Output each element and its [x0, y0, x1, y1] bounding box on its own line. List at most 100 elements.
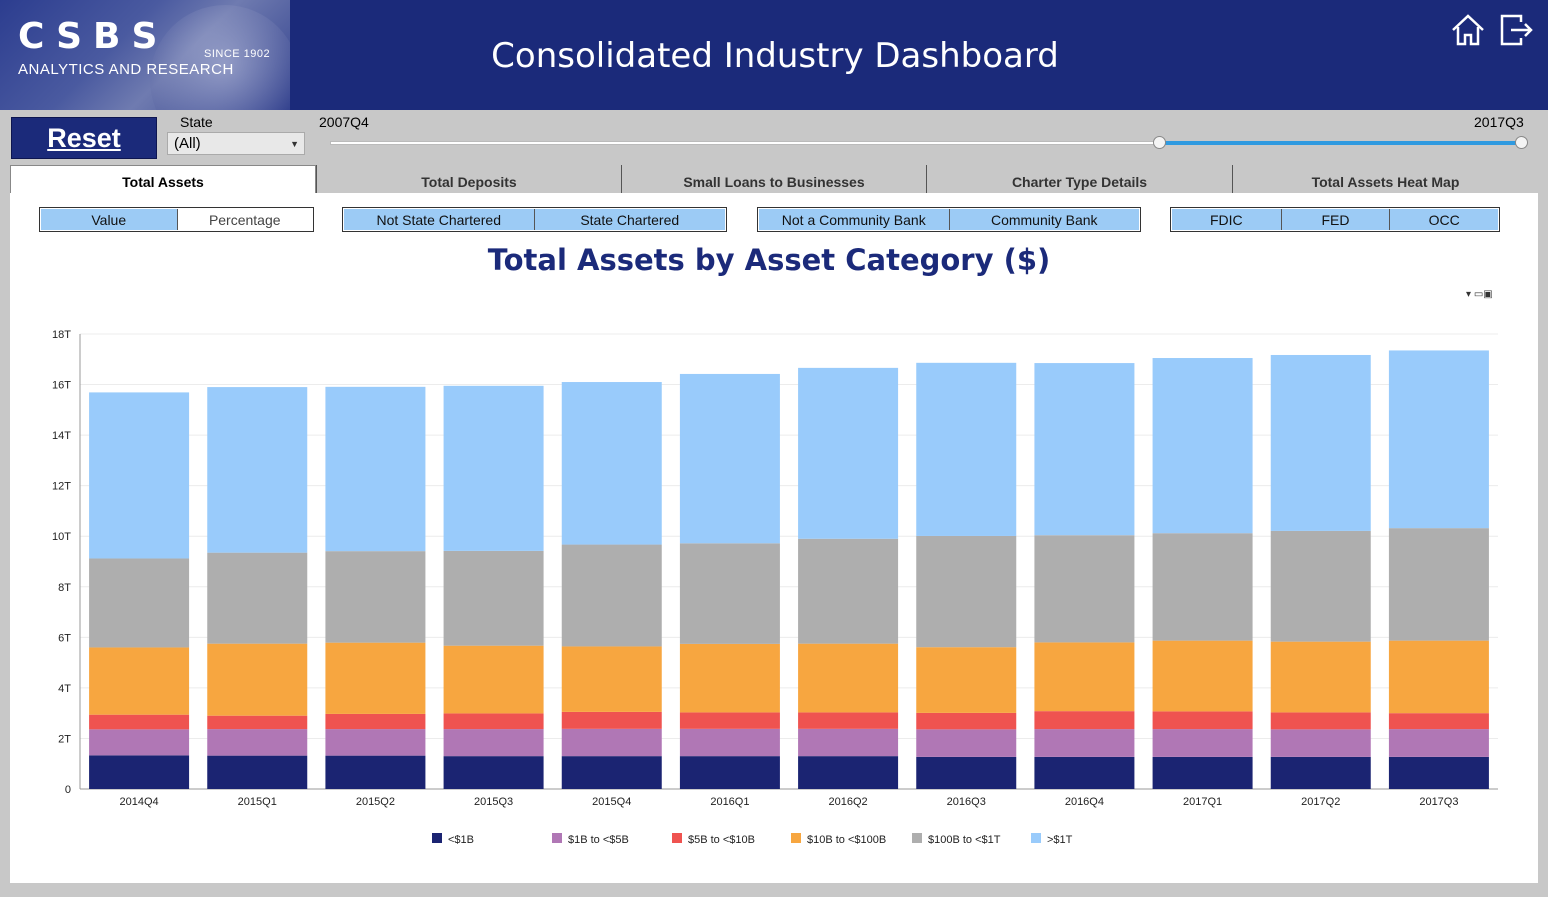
bar-segment[interactable] [443, 713, 544, 730]
percentage-button[interactable]: Percentage [177, 209, 312, 230]
tab-total-assets[interactable]: Total Assets [10, 165, 316, 193]
occ-button[interactable]: OCC [1390, 209, 1499, 230]
bar-segment[interactable] [561, 728, 662, 757]
logo: CSBS SINCE 1902 ANALYTICS AND RESEARCH [0, 0, 290, 110]
bar-segment[interactable] [916, 756, 1017, 789]
bar-segment[interactable] [561, 646, 662, 712]
exit-icon[interactable] [1499, 12, 1535, 48]
community-bank-button[interactable]: Community Bank [949, 209, 1139, 230]
bar-segment[interactable] [325, 642, 426, 714]
bar-segment[interactable] [89, 392, 190, 559]
bar-segment[interactable] [1270, 641, 1371, 713]
bar-segment[interactable] [89, 755, 190, 789]
bar-segment[interactable] [89, 729, 190, 756]
bar-segment[interactable] [443, 550, 544, 646]
bar-segment[interactable] [207, 715, 308, 730]
bar-segment[interactable] [916, 712, 1017, 730]
bar-segment[interactable] [207, 387, 308, 553]
bar-segment[interactable] [561, 544, 662, 647]
value-button[interactable]: Value [41, 209, 178, 230]
app-title: Consolidated Industry Dashboard [491, 36, 1059, 76]
bar-segment[interactable] [443, 645, 544, 714]
bar-segment[interactable] [1270, 729, 1371, 757]
tab-charter-type[interactable]: Charter Type Details [926, 165, 1232, 193]
fdic-button[interactable]: FDIC [1172, 209, 1282, 230]
bar-segment[interactable] [325, 729, 426, 756]
bar-segment[interactable] [798, 643, 899, 713]
state-chartered-button[interactable]: State Chartered [534, 209, 725, 230]
not-state-chartered-button[interactable]: Not State Chartered [344, 209, 535, 230]
bar-segment[interactable] [679, 712, 780, 729]
bar-segment[interactable] [1388, 640, 1489, 714]
bar-segment[interactable] [1034, 756, 1135, 789]
bar-segment[interactable] [798, 756, 899, 789]
bar-segment[interactable] [561, 756, 662, 789]
x-tick-label: 2016Q1 [710, 796, 749, 808]
fed-button[interactable]: FED [1281, 209, 1391, 230]
bar-segment[interactable] [325, 713, 426, 730]
bar-segment[interactable] [679, 756, 780, 789]
bar-segment[interactable] [89, 647, 190, 715]
bar-segment[interactable] [1152, 756, 1253, 789]
bar-segment[interactable] [1034, 535, 1135, 643]
bar-segment[interactable] [916, 647, 1017, 713]
bar-segment[interactable] [207, 755, 308, 789]
tab-small-loans[interactable]: Small Loans to Businesses [621, 165, 926, 193]
bar-segment[interactable] [798, 367, 899, 539]
bar-segment[interactable] [89, 714, 190, 730]
chart-menu[interactable]: ▾ ▭▣ [1466, 289, 1493, 300]
bar-segment[interactable] [561, 382, 662, 545]
bar-segment[interactable] [1270, 354, 1371, 531]
bar-segment[interactable] [679, 543, 780, 644]
slider-handle-end[interactable] [1515, 136, 1528, 149]
bar-segment[interactable] [1152, 358, 1253, 534]
restore-icon[interactable]: ▣ [1483, 289, 1493, 300]
bar-segment[interactable] [1152, 533, 1253, 641]
home-icon[interactable] [1450, 12, 1486, 48]
bar-segment[interactable] [325, 386, 426, 552]
bar-segment[interactable] [679, 728, 780, 757]
bar-segment[interactable] [443, 385, 544, 551]
bar-segment[interactable] [1034, 642, 1135, 712]
bar-segment[interactable] [1152, 729, 1253, 757]
bar-segment[interactable] [207, 643, 308, 716]
bar-segment[interactable] [561, 711, 662, 729]
bar-segment[interactable] [798, 712, 899, 729]
bar-segment[interactable] [798, 538, 899, 644]
bar-segment[interactable] [1152, 640, 1253, 712]
bar-segment[interactable] [1388, 528, 1489, 641]
bar-segment[interactable] [325, 551, 426, 643]
minimize-icon[interactable]: ▭ [1473, 289, 1484, 300]
bar-segment[interactable] [1388, 756, 1489, 789]
state-dropdown[interactable]: (All) ▼ [167, 132, 305, 155]
bar-segment[interactable] [1270, 756, 1371, 789]
bar-segment[interactable] [325, 755, 426, 789]
reset-button[interactable]: Reset [11, 117, 157, 159]
bar-segment[interactable] [1270, 530, 1371, 642]
bar-segment[interactable] [1034, 363, 1135, 536]
tab-total-deposits[interactable]: Total Deposits [316, 165, 621, 193]
x-tick-label: 2017Q3 [1419, 796, 1458, 808]
bar-segment[interactable] [679, 643, 780, 713]
bar-segment[interactable] [916, 729, 1017, 757]
bar-segment[interactable] [1388, 350, 1489, 529]
bar-segment[interactable] [1388, 729, 1489, 757]
bar-segment[interactable] [207, 729, 308, 756]
bar-segment[interactable] [207, 552, 308, 644]
bar-segment[interactable] [679, 373, 780, 544]
bar-segment[interactable] [1034, 711, 1135, 730]
bar-segment[interactable] [1034, 729, 1135, 757]
bar-segment[interactable] [1388, 713, 1489, 730]
not-community-bank-button[interactable]: Not a Community Bank [759, 209, 950, 230]
x-tick-label: 2016Q3 [947, 796, 986, 808]
bar-segment[interactable] [89, 558, 190, 648]
bar-segment[interactable] [916, 535, 1017, 648]
bar-segment[interactable] [798, 728, 899, 757]
bar-segment[interactable] [443, 756, 544, 789]
slider-handle-start[interactable] [1153, 136, 1166, 149]
bar-segment[interactable] [443, 729, 544, 757]
bar-segment[interactable] [1152, 711, 1253, 730]
bar-segment[interactable] [1270, 712, 1371, 730]
tab-heat-map[interactable]: Total Assets Heat Map [1232, 165, 1538, 193]
bar-segment[interactable] [916, 362, 1017, 536]
